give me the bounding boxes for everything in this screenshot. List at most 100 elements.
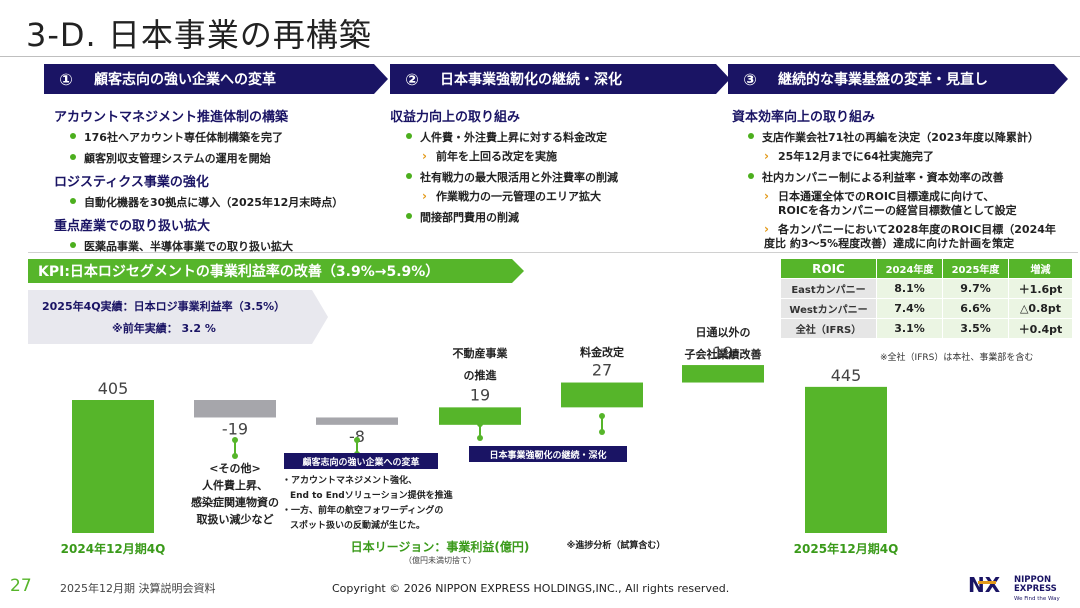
pillar-header-2: ② 日本事業強靭化の継続・深化 [390,64,730,94]
table-header: 2024年度 [876,258,943,279]
kpi-banner: KPI:日本ロジセグメントの事業利益率の改善（3.9%→5.9%） [28,259,512,283]
waterfall-value-label: -8 [349,427,365,446]
table-cell: Eastカンパニー [780,278,877,299]
sub-bullet-item: 日本通運全体でのROIC目標達成に向けて、 ROICを各カンパニーの経営目標数値… [732,189,1078,218]
section-heading: 収益力向上の取り組み [390,110,521,125]
waterfall-decrease-bar [194,400,276,418]
section-heading: 重点産業での取り扱い拡大 [54,219,211,234]
roic-table: ROIC 2024年度 2025年度 増減 Eastカンパニー 8.1% 9.7… [780,258,1073,339]
table-cell: 6.6% [942,298,1009,319]
pillar-arrow [374,64,388,94]
waterfall-total-bar [72,400,154,533]
waterfall-value-label: 445 [831,366,862,385]
waterfall-increase-bar [561,382,643,408]
table-row: Westカンパニー 7.4% 6.6% △0.8pt [780,298,1073,319]
pillar-header-1: ① 顧客志向の強い企業への変革 [44,64,388,94]
pillar-title: 日本事業強靭化の継続・深化 [440,72,622,88]
callout-tag: 顧客志向の強い企業への変革 [302,456,419,468]
table-cell: 9.7% [942,278,1009,299]
result-box-arrow [312,290,328,344]
pillar-2-content: 収益力向上の取り組み 人件費・外注費上昇に対する料金改定 前年を上回る改定を実施… [390,104,720,230]
table-header: 2025年度 [942,258,1009,279]
callout-line: スポット扱いの反動減が生じた。 [290,519,425,531]
connector-dot [599,413,605,419]
page-title: 3-D. 日本事業の再構築 [26,16,372,54]
waterfall-decrease-bar [316,417,398,425]
bullet-item: 支店作業会社71社の再編を決定（2023年度以降累計） [732,129,1078,145]
callout-line: ・一方、前年の航空フォワーディングの [282,504,443,516]
sub-bullet-line: 日本通運全体でのROIC目標達成に向けて、 [778,190,995,203]
other-factors-note: 人件費上昇、 [202,478,268,492]
connector-dot [354,437,360,443]
table-row: 全社（IFRS） 3.1% 3.5% ＋0.4pt [780,318,1073,339]
sub-bullet-line: 度比 約3～5%程度改善）達成に向けた計画を策定 [764,237,1015,250]
callout-line: End to Endソリューション提供を推進 [290,489,454,501]
bullet-item: 176社へアカウント専任体制構築を完了 [54,129,384,145]
waterfall-value-label: 405 [98,379,129,398]
nippon-express-logo: NX NIPPON EXPRESS We Find the Way [968,573,1060,602]
connector-dot [232,437,238,443]
pillar-title: 顧客志向の強い企業への変革 [94,72,276,88]
sub-bullet-item: 作業戦力の一元管理のエリア拡大 [390,189,720,204]
callout-tag-bg [469,446,627,462]
section-divider [28,252,1078,253]
bullet-item: 医薬品事業、半導体事業での取り扱い拡大 [54,238,384,254]
sub-bullet-line: 各カンパニーにおいて2028年度のROIC目標（2024年 [778,223,1056,236]
step-label: 日通以外の [696,325,751,339]
callout-tag-bg [284,453,438,469]
sub-bullet-item: 各カンパニーにおいて2028年度のROIC目標（2024年 度比 約3～5%程度… [732,222,1078,251]
bullet-item: 顧客別収支管理システムの運用を開始 [54,150,384,166]
step-label: 子会社業績改善 [685,347,762,361]
chart-note: ※進捗分析（試算含む） [567,539,666,551]
pillar-3-content: 資本効率向上の取り組み 支店作業会社71社の再編を決定（2023年度以降累計） … [732,104,1078,256]
callout-line: ・アカウントマネジメント強化、 [282,474,417,486]
waterfall-total-bar [805,386,887,533]
waterfall-increase-bar [439,407,521,425]
waterfall-value-label: -19 [222,419,248,438]
bullet-item: 自動化機器を30拠点に導入（2025年12月末時点） [54,194,384,210]
table-row: Eastカンパニー 8.1% 9.7% ＋1.6pt [780,278,1073,299]
pillar-arrow [716,64,730,94]
table-cell: Westカンパニー [780,298,877,319]
sub-bullet-item: 前年を上回る改定を実施 [390,149,720,164]
table-cell: 3.5% [942,318,1009,339]
logo-word: NIPPON [1014,575,1051,585]
prior-year-result: ※前年実績： 3.2 % [112,322,216,335]
bullet-item: 間接部門費用の削減 [390,209,720,225]
table-footnote: ※全社（IFRS）は本社、事業部を含む [880,353,1034,363]
logo-word: EXPRESS [1014,584,1057,594]
table-cell: 8.1% [876,278,943,299]
section-heading: アカウントマネジメント推進体制の構築 [54,110,289,125]
callout-tag: 日本事業強靭化の継続・深化 [489,449,606,461]
pillar-number: ② [405,69,419,89]
connector-dot [477,435,483,441]
table-header-row: ROIC 2024年度 2025年度 増減 [780,258,1073,279]
logo-tagline: We Find the Way [1014,596,1060,602]
document-name: 2025年12月期 決算説明会資料 [60,582,216,595]
waterfall-value-label: 27 [592,361,612,380]
result-text: 2025年4Q実績：日本ロジ事業利益率（3.5%） [42,300,286,313]
category-label: 2025年12月期4Q [794,541,899,556]
bullet-item: 社内カンパニー制による利益率・資本効率の改善 [732,169,1078,185]
step-label: 料金改定 [580,345,624,359]
waterfall-increase-bar [682,365,764,383]
table-header: ROIC [780,258,877,279]
pillar-1-content: アカウントマネジメント推進体制の構築 176社へアカウント専任体制構築を完了 顧… [54,104,384,259]
waterfall-value-label: 19 [470,385,490,404]
bullet-item: 社有戦力の最大限活用と外注費率の削減 [390,169,720,185]
chart-subtitle: （億円未満切捨て） [404,555,476,565]
connector-dot [477,421,483,427]
logo-accent [978,581,996,584]
waterfall-value-label: 19 [713,343,733,362]
category-label: 2024年12月期4Q [61,541,166,556]
other-factors-note: 感染症関連物資の [191,495,279,509]
logo-mark: NX [968,573,1001,597]
bullet-item: 人件費・外注費上昇に対する料金改定 [390,129,720,145]
table-header: 増減 [1008,258,1073,279]
table-cell: ＋1.6pt [1008,278,1073,299]
table-cell: 7.4% [876,298,943,319]
connector-dot [599,429,605,435]
pillar-header-3: ③ 継続的な事業基盤の変革・見直し [728,64,1068,94]
step-label: 不動産事業 [453,346,509,360]
